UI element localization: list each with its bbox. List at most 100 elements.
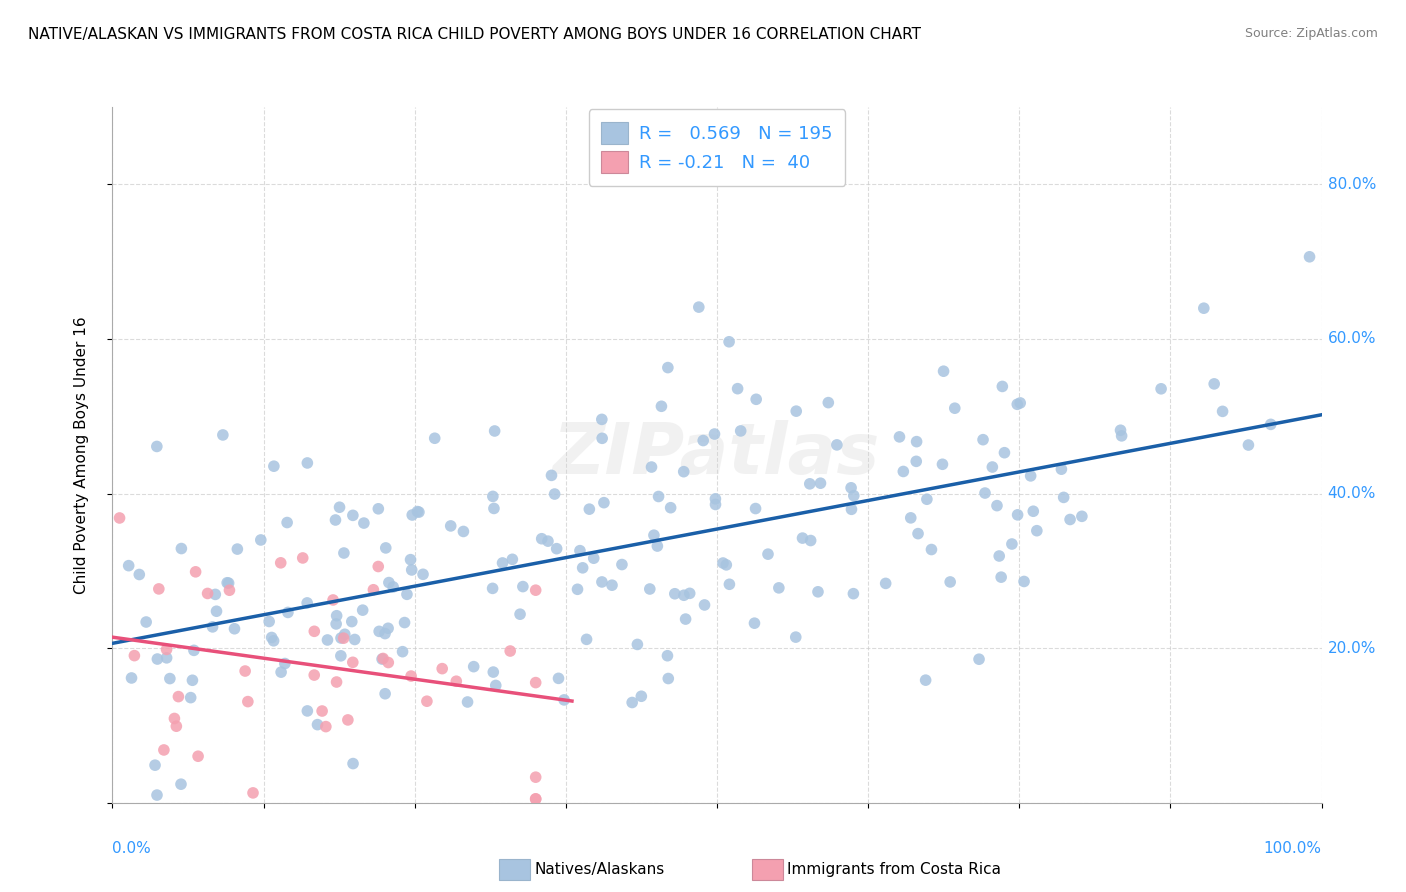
Point xyxy=(307,717,329,731)
Point xyxy=(353,516,375,530)
Point xyxy=(336,713,359,727)
Point xyxy=(591,412,613,426)
Point xyxy=(501,552,523,566)
Point xyxy=(1204,376,1226,391)
Point xyxy=(1150,382,1173,396)
Point xyxy=(679,586,702,600)
Point xyxy=(932,364,955,378)
Text: 100.0%: 100.0% xyxy=(1264,841,1322,856)
Point xyxy=(408,505,430,519)
Point xyxy=(325,608,347,623)
Point xyxy=(108,511,131,525)
Point xyxy=(730,424,752,438)
Point xyxy=(638,582,661,596)
Point xyxy=(1298,250,1320,264)
Point xyxy=(311,704,333,718)
Legend: R =   0.569   N = 195, R = -0.21   N =  40: R = 0.569 N = 195, R = -0.21 N = 40 xyxy=(589,109,845,186)
Point xyxy=(146,440,169,454)
Point xyxy=(672,465,695,479)
Point xyxy=(249,533,271,547)
Point xyxy=(167,690,190,704)
Point xyxy=(1025,524,1047,538)
Point xyxy=(1010,396,1032,410)
Point xyxy=(524,675,547,690)
Point xyxy=(524,792,547,806)
Point xyxy=(905,454,928,468)
Point xyxy=(993,446,1015,460)
Point xyxy=(218,576,240,591)
Point xyxy=(939,574,962,589)
Point xyxy=(657,672,679,686)
Point xyxy=(688,300,710,314)
Point xyxy=(530,532,553,546)
Point xyxy=(343,632,366,647)
Point xyxy=(377,656,399,670)
Point xyxy=(1053,491,1076,505)
Point xyxy=(340,615,363,629)
Point xyxy=(453,524,475,539)
Point xyxy=(1001,537,1024,551)
Point xyxy=(263,633,285,648)
Point xyxy=(659,500,682,515)
Text: 0.0%: 0.0% xyxy=(112,841,152,856)
Point xyxy=(333,627,356,641)
Point xyxy=(270,556,292,570)
Point xyxy=(170,541,193,556)
Point xyxy=(512,580,534,594)
Point xyxy=(692,434,714,448)
Point xyxy=(491,556,513,570)
Text: ZIPatlas: ZIPatlas xyxy=(554,420,880,490)
Point xyxy=(128,567,150,582)
Point xyxy=(591,431,613,445)
Point xyxy=(647,490,669,504)
Point xyxy=(226,542,249,557)
Text: 20.0%: 20.0% xyxy=(1327,640,1376,656)
Point xyxy=(524,792,547,806)
Point xyxy=(640,460,662,475)
Point xyxy=(304,624,326,639)
Point xyxy=(578,502,600,516)
Point xyxy=(567,582,589,597)
Point xyxy=(889,430,911,444)
Point xyxy=(807,584,830,599)
Point xyxy=(302,668,325,682)
Point xyxy=(163,711,186,725)
Point xyxy=(1007,397,1029,411)
Point xyxy=(263,459,285,474)
Point xyxy=(371,652,394,666)
Point xyxy=(1007,508,1029,522)
Point xyxy=(905,434,928,449)
Point xyxy=(718,577,741,591)
Point xyxy=(274,657,297,671)
Point xyxy=(295,596,318,610)
Point xyxy=(233,664,256,678)
Point xyxy=(224,622,246,636)
Point xyxy=(704,491,727,506)
Point xyxy=(524,583,547,598)
Point xyxy=(643,528,665,542)
Point xyxy=(799,476,821,491)
Point xyxy=(1022,504,1045,518)
Point xyxy=(187,749,209,764)
Point xyxy=(457,695,479,709)
Point xyxy=(170,777,193,791)
Point xyxy=(367,501,389,516)
Point xyxy=(394,615,416,630)
Point xyxy=(703,427,725,442)
Point xyxy=(509,607,531,622)
Point xyxy=(217,575,239,590)
Point xyxy=(325,617,347,632)
Point xyxy=(391,645,413,659)
Point xyxy=(756,547,779,561)
Point xyxy=(277,606,299,620)
Point xyxy=(291,551,314,566)
Point xyxy=(333,546,356,560)
Point xyxy=(270,665,292,680)
Point xyxy=(537,534,560,549)
Point xyxy=(841,502,863,516)
Point xyxy=(785,404,807,418)
Point xyxy=(1019,468,1042,483)
Point xyxy=(745,392,768,407)
Point xyxy=(920,542,942,557)
Point xyxy=(165,719,187,733)
